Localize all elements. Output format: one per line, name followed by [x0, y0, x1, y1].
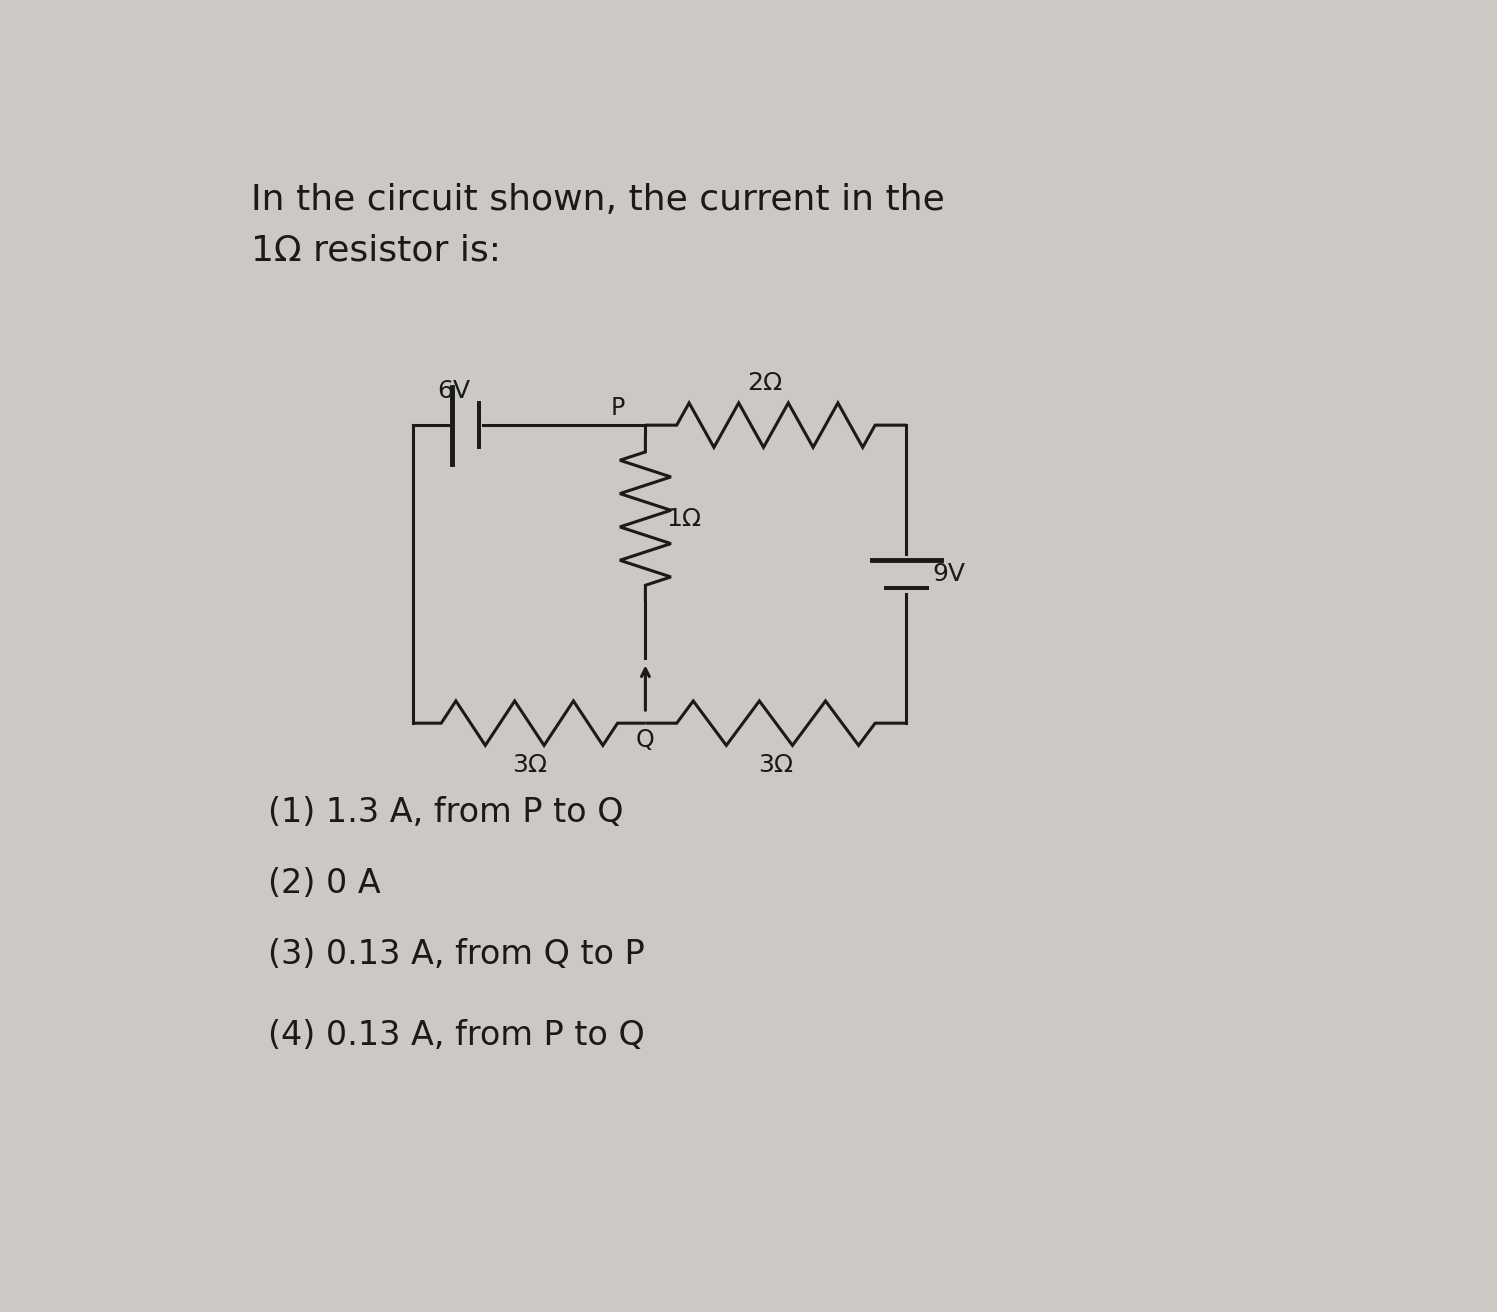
Text: 2Ω: 2Ω [747, 371, 781, 395]
Text: 1Ω: 1Ω [666, 506, 702, 530]
Text: (3) 0.13 A, from Q to P: (3) 0.13 A, from Q to P [268, 938, 645, 971]
Text: P: P [611, 396, 624, 420]
Text: (1) 1.3 A, from P to Q: (1) 1.3 A, from P to Q [268, 796, 624, 829]
Text: (2) 0 A: (2) 0 A [268, 867, 382, 900]
Text: 3Ω: 3Ω [512, 753, 546, 778]
Text: (4) 0.13 A, from P to Q: (4) 0.13 A, from P to Q [268, 1018, 645, 1051]
Text: 3Ω: 3Ω [759, 753, 793, 778]
Text: 9V: 9V [933, 562, 966, 586]
Text: 1Ω resistor is:: 1Ω resistor is: [251, 234, 501, 268]
Text: Q: Q [636, 728, 654, 752]
Text: 6V: 6V [437, 379, 470, 403]
Text: In the circuit shown, the current in the: In the circuit shown, the current in the [251, 182, 945, 216]
